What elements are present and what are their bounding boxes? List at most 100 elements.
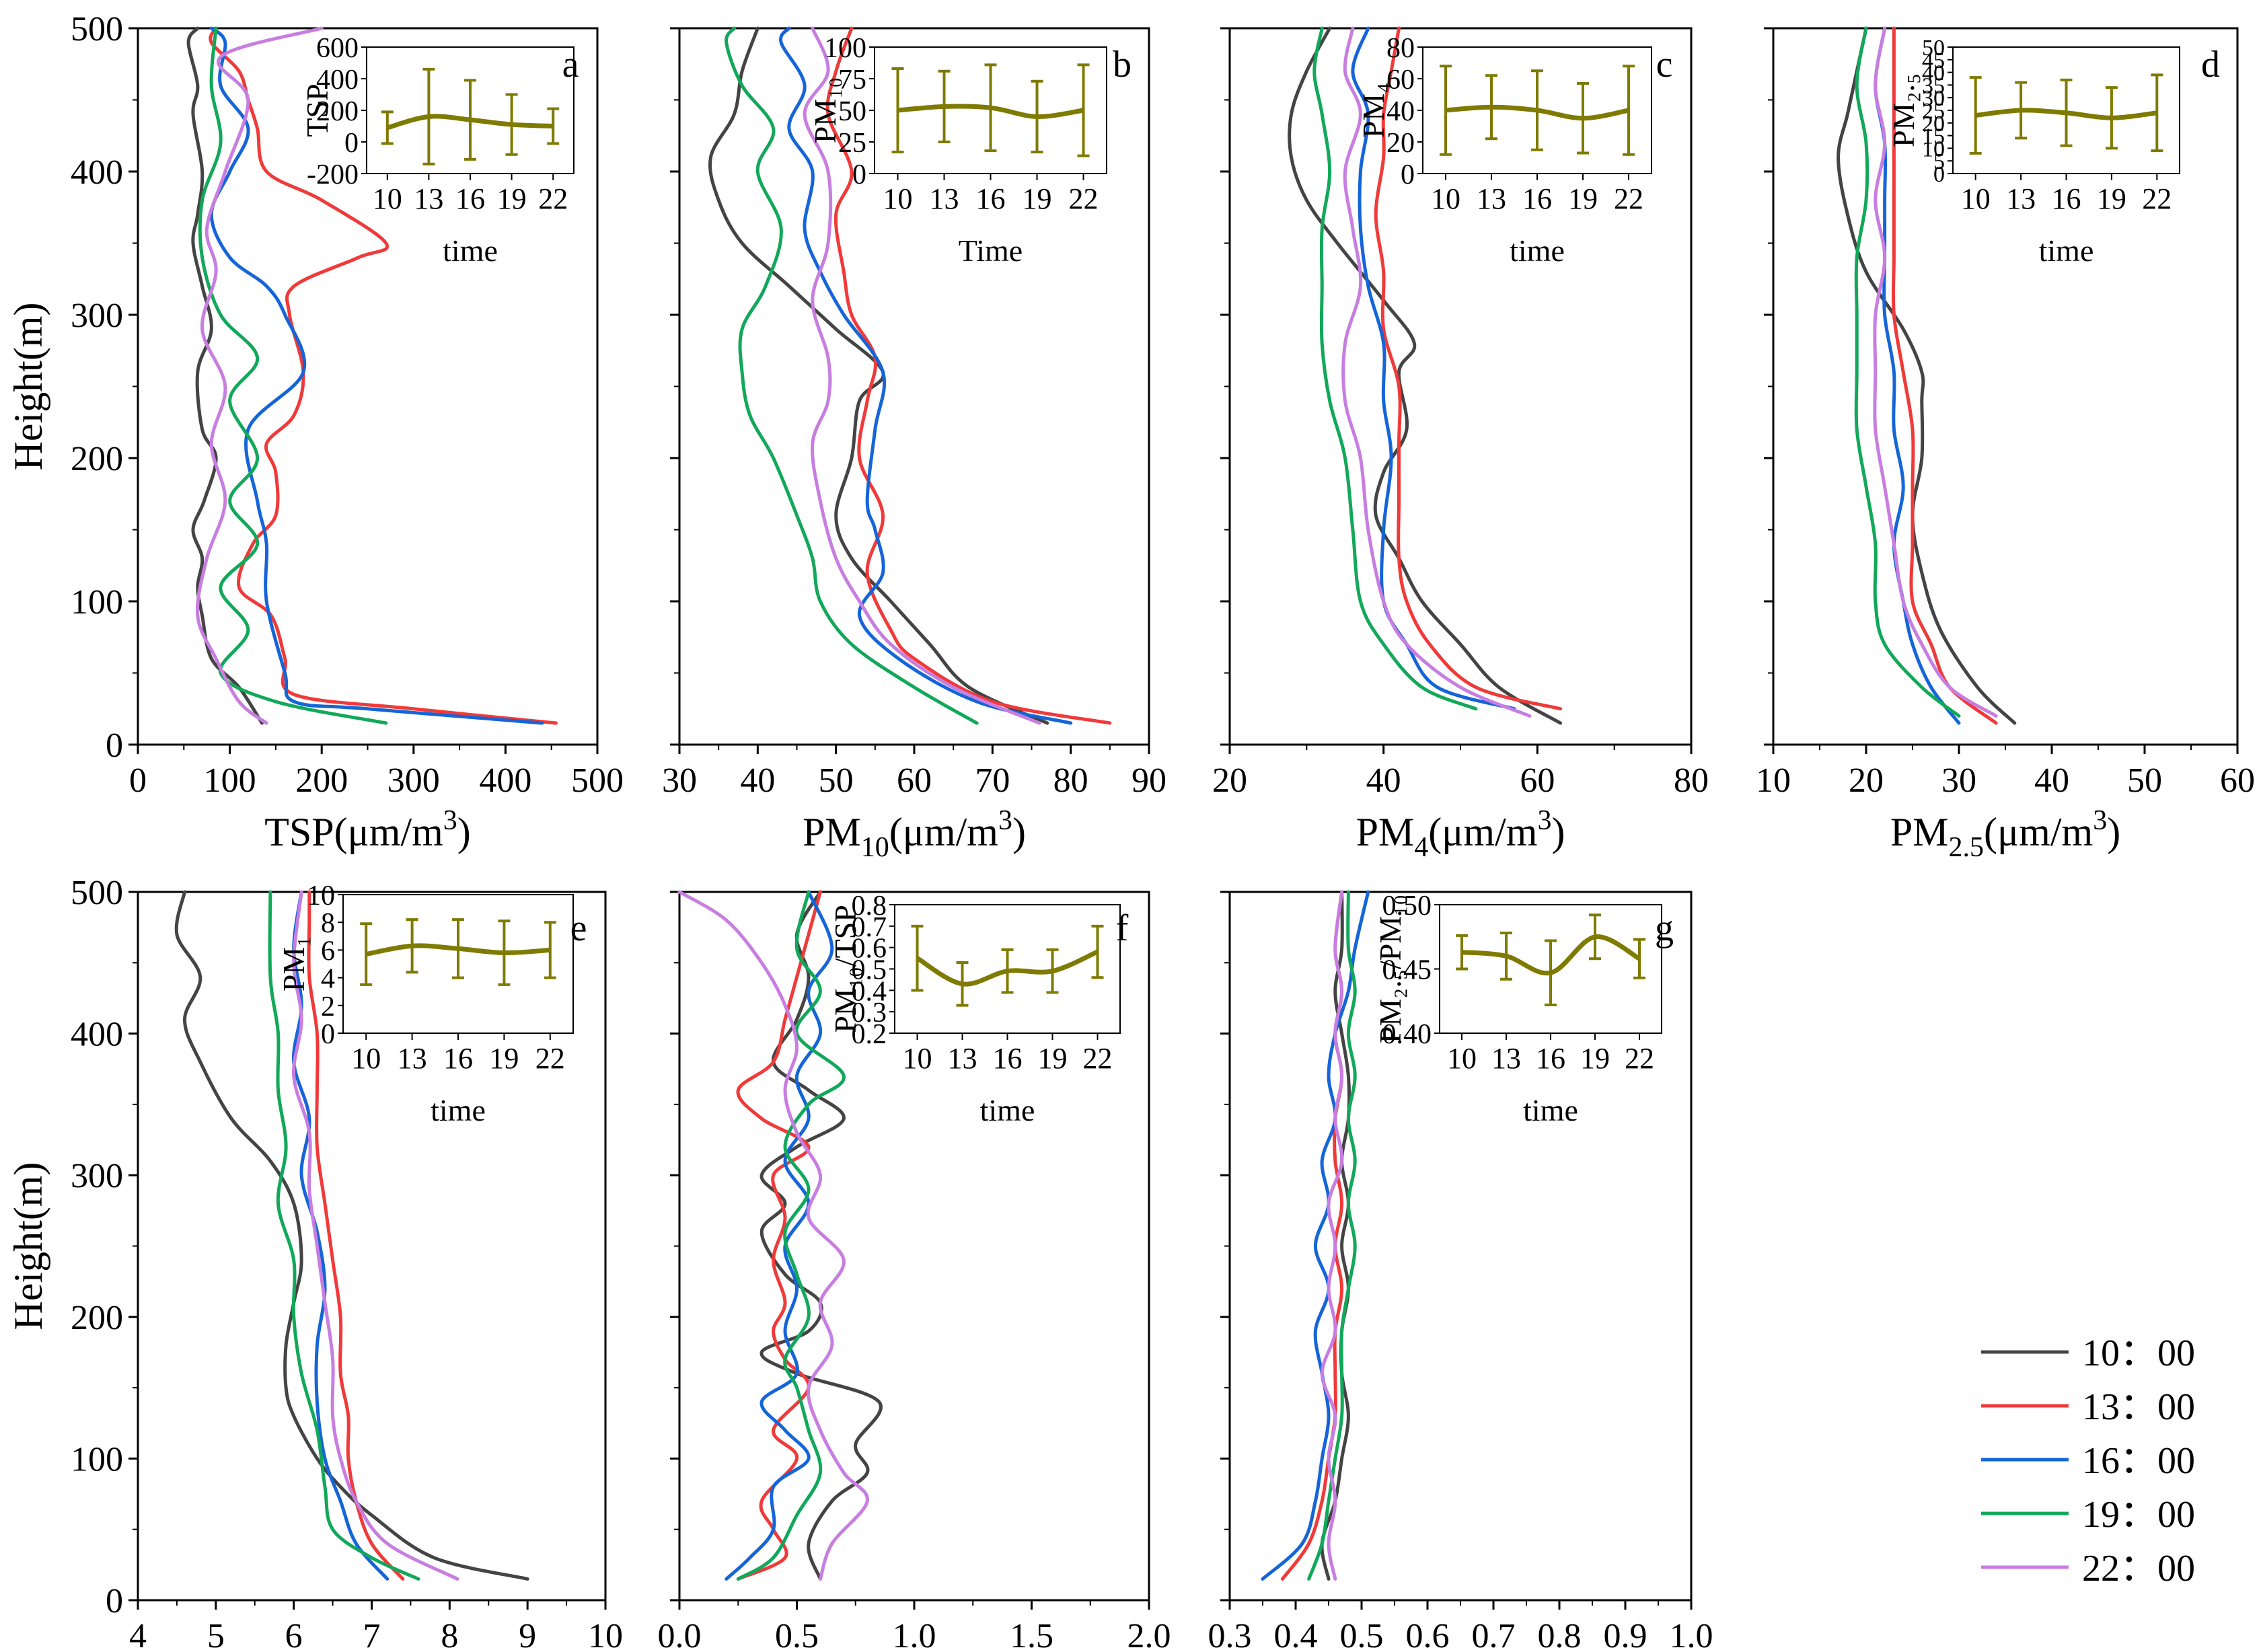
inset-mean-line-d [1975, 108, 2157, 120]
series-line-a [195, 26, 324, 725]
inset-x-tick-label-a: 16 [455, 182, 485, 215]
panel-letter-b: b [1113, 44, 1132, 85]
x-tick-label-b: 30 [662, 761, 697, 800]
inset-x-tick-label-b: 22 [1069, 182, 1099, 215]
inset-mean-line-a [386, 114, 554, 130]
inset-g: 10 13 16 19 22 0.40 0.45 0.50 time PM₂.₅/PM₁₀ [1373, 891, 1662, 1127]
x-tick-label-b: 40 [740, 761, 775, 800]
inset-x-tick-label-f: 10 [903, 1042, 932, 1075]
x-tick-label-c: 40 [1366, 761, 1401, 800]
inset-x-tick-label-a: 22 [538, 182, 568, 215]
inset-y-tick-label-d: 0 [1933, 162, 1945, 187]
inset-y-tick-label-f: 0.2 [852, 1019, 887, 1050]
inset-x-tick-label-e: 10 [351, 1042, 381, 1075]
inset-x-title-b: Time [959, 233, 1023, 268]
legend-label: 10：00 [2082, 1332, 2195, 1374]
inset-y-tick-label-g: 0.45 [1382, 955, 1432, 986]
inset-x-title-f: time [980, 1093, 1035, 1127]
inset-y-tick-label-f: 0.8 [852, 891, 887, 922]
panel-letter-a: a [562, 44, 579, 85]
inset-x-tick-label-c: 19 [1568, 182, 1598, 215]
plot-frame-e [137, 891, 607, 1602]
x-tick-label-g: 0.6 [1406, 1617, 1450, 1652]
x-tick-label-a: 500 [571, 761, 624, 800]
series-line-g [1320, 890, 1344, 1581]
inset-x-title-c: time [1510, 233, 1565, 268]
y-tick-label-a: 400 [71, 153, 123, 192]
inset-y-tick-label-a: 400 [316, 65, 359, 96]
x-tick-label-f: 2.0 [1127, 1617, 1171, 1652]
inset-y-tick-label-f: 0.6 [852, 934, 887, 965]
panel-letter-f: f [1116, 907, 1129, 949]
x-tick-label-f: 0.0 [658, 1617, 702, 1652]
axis-title-part: (μm/m [889, 810, 998, 854]
inset-x-tick-label-g: 22 [1625, 1042, 1654, 1075]
legend-label: 13：00 [2082, 1386, 2195, 1428]
inset-y-tick-label-g: 0.50 [1382, 891, 1432, 922]
inset-y-tick-label-b: 25 [838, 128, 866, 159]
inset-y-title-c: PM₄ [1356, 83, 1391, 139]
inset-x-tick-label-g: 19 [1580, 1042, 1610, 1075]
x-tick-label-c: 80 [1674, 761, 1709, 800]
inset-x-tick-label-a: 10 [373, 182, 402, 215]
axis-title-part: 3 [998, 805, 1012, 836]
inset-y-tick-label-b: 0 [852, 159, 866, 190]
inset-x-tick-label-e: 19 [489, 1042, 519, 1075]
inset-y-tick-label-f: 0.7 [852, 912, 887, 943]
y-tick-label-a: 300 [71, 297, 123, 335]
inset-y-tick-label-a: 200 [316, 96, 359, 127]
inset-y-tick-label-c: 20 [1386, 128, 1415, 159]
y-tick-label-e: 300 [71, 1157, 123, 1195]
x-tick-label-f: 1.0 [893, 1617, 936, 1652]
x-tick-label-b: 70 [975, 761, 1010, 800]
axis-title-part: 4 [1414, 832, 1428, 863]
x-tick-label-a: 100 [204, 761, 256, 800]
x-tick-label-g: 0.3 [1208, 1617, 1252, 1652]
axis-title-part: TSP(μm/m [264, 810, 443, 854]
series-line-f [736, 890, 846, 1581]
inset-mean-line-c [1445, 104, 1629, 121]
series-line-c [1341, 26, 1532, 718]
series-line-d [1891, 26, 1998, 725]
series-line-a [198, 26, 388, 725]
inset-y-title-g: PM₂.₅/PM₁₀ [1373, 895, 1407, 1043]
inset-y-tick-label-a: 600 [316, 33, 359, 64]
panel-letter-c: c [1656, 44, 1673, 85]
x-tick-label-e: 7 [363, 1617, 381, 1652]
series-line-c [1288, 26, 1563, 725]
inset-y-tick-label-e: 2 [321, 991, 335, 1022]
x-tick-label-a: 200 [295, 761, 348, 800]
inset-y-tick-label-f: 0.4 [852, 976, 887, 1007]
series-line-e [292, 890, 459, 1581]
x-tick-label-e: 9 [519, 1617, 536, 1652]
y-axis-title-e: Height(m) [6, 1162, 50, 1330]
inset-x-tick-label-d: 19 [2097, 182, 2126, 215]
x-axis-title-c: PM4(μm/m3) [1356, 805, 1565, 863]
y-tick-label-a: 200 [71, 440, 123, 478]
axis-title-part: PM [803, 810, 861, 854]
x-tick-label-b: 50 [819, 761, 854, 800]
x-tick-label-b: 90 [1132, 761, 1166, 800]
series-line-b [825, 26, 1112, 725]
x-tick-label-e: 5 [207, 1617, 225, 1652]
axis-title-part: 3 [1537, 805, 1551, 836]
inset-x-tick-label-d: 13 [2006, 182, 2036, 215]
inset-y-tick-label-c: 0 [1401, 159, 1415, 190]
x-tick-label-d: 60 [2220, 761, 2255, 800]
chart-panels: 0 100 200 300 400 5000100200300400500Height(m… [6, 10, 2255, 1652]
inset-mean-line-g [1461, 934, 1641, 976]
series-line-f [725, 890, 834, 1581]
x-tick-label-g: 0.9 [1604, 1617, 1647, 1652]
inset-x-tick-label-c: 22 [1614, 182, 1643, 215]
axis-title-part: ) [1551, 810, 1565, 854]
plot-frame-b [678, 27, 1150, 746]
inset-y-tick-label-e: 8 [321, 908, 335, 939]
inset-x-title-a: time [443, 233, 498, 268]
panel-a: 0 100 200 300 400 5000100200300400500Height(m… [6, 10, 624, 854]
series-line-d [1873, 26, 1998, 718]
inset-y-tick-label-g: 0.40 [1382, 1019, 1432, 1050]
series-line-d [1854, 26, 1961, 718]
series-line-c [1374, 26, 1563, 711]
